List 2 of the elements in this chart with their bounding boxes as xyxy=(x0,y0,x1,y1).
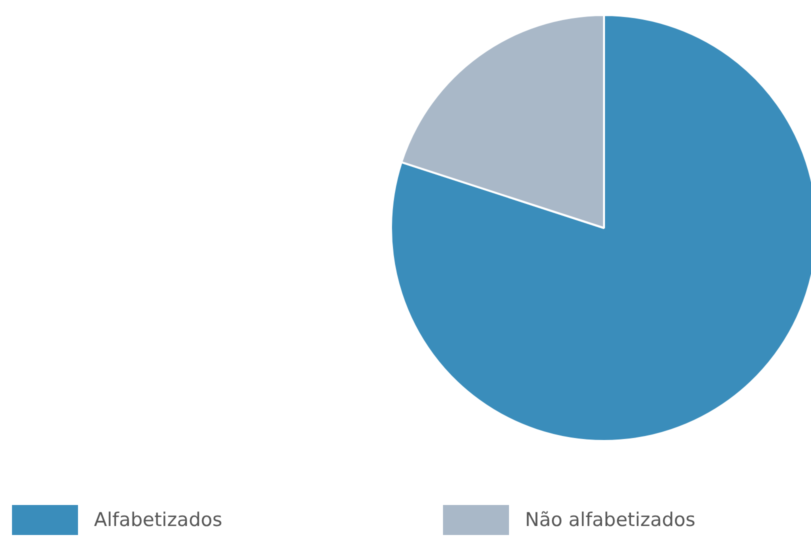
legend-label: Não alfabetizados xyxy=(525,509,696,531)
legend-label: Alfabetizados xyxy=(94,509,222,531)
